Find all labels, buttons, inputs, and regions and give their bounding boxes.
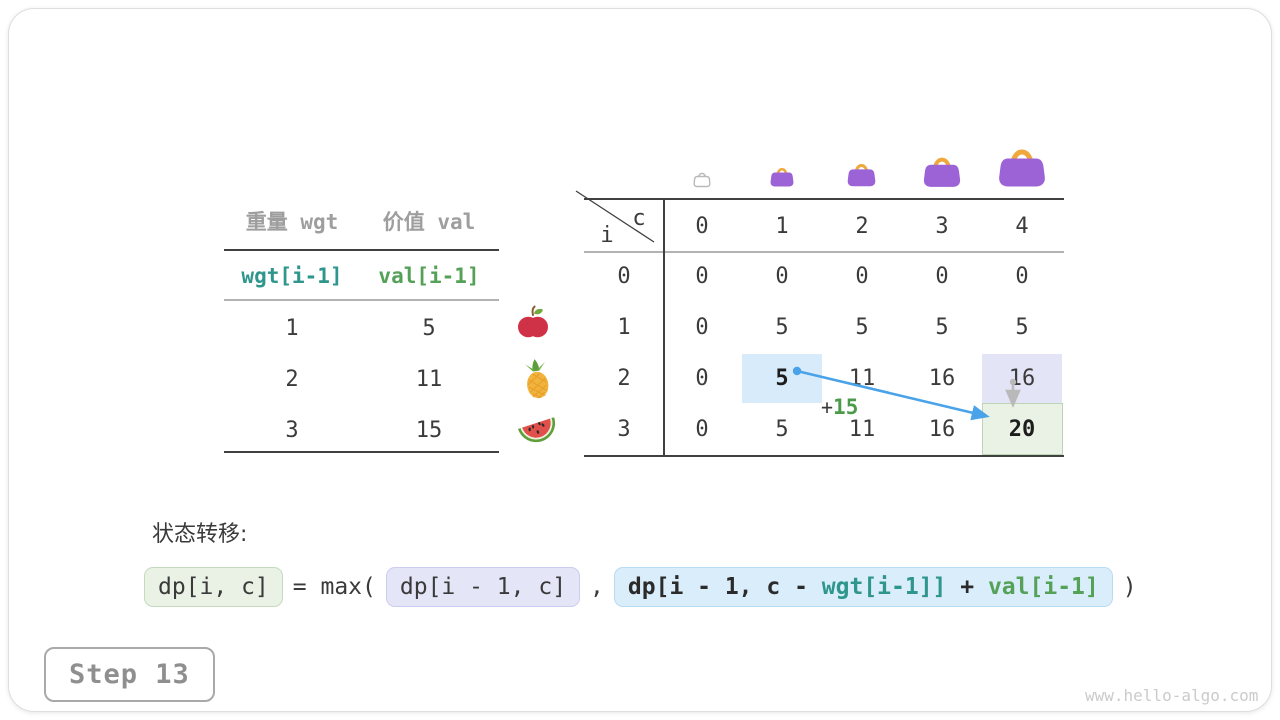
dp-col-header: 1 [775,214,789,239]
items-col-header-value: 价值 val [382,210,476,234]
apple-icon [517,305,549,341]
dp-col-header: 4 [1015,214,1029,239]
items-index-val: val[i-1] [378,264,480,288]
item-weight: 2 [285,367,299,392]
items-col-header-weight: 重量 wgt [245,210,339,234]
formula-arg2-pre: dp[i - 1, c - [627,574,822,600]
dp-row-header: 3 [617,417,631,442]
item-weight: 1 [285,316,299,341]
plus-sign: + [821,395,834,419]
dp-row-header: 0 [617,264,631,289]
dp-cell: 0 [695,315,709,340]
item-weight: 3 [285,418,299,443]
transition-label: 状态转移: [152,522,248,547]
dp-col-header: 2 [855,214,869,239]
dp-cell: 0 [775,264,789,289]
items-table-rule-mid [224,299,499,301]
dp-rule-bottom [584,455,1064,457]
item-value: 11 [415,367,443,392]
dp-corner-col-var: c [632,206,646,231]
dp-rule-under-header [584,251,1064,253]
dp-cell: 0 [935,264,949,289]
formula-eq-max: = max( [292,574,376,601]
formula-arg2-plus: + [946,574,988,600]
dp-cell: 0 [695,264,709,289]
bag-icon [847,159,876,187]
dp-cell: 5 [855,315,869,340]
step-badge: Step 13 [44,647,215,702]
formula-comma: , [590,574,604,601]
dp-corner-row-var: i [600,223,614,248]
dp-cell-result: 20 [1008,417,1036,442]
bag-icon [770,164,794,187]
dp-cell: 0 [695,366,709,391]
item-value: 15 [415,418,443,443]
dp-row-header: 1 [617,315,631,340]
transition-formula: dp[i, c] = max( dp[i - 1, c] , dp[i - 1,… [144,567,1137,608]
added-value: 15 [833,395,859,419]
transition-add-annotation: +15 [821,395,858,419]
bag-icon [923,151,961,188]
dp-cell: 0 [1015,264,1029,289]
formula-close-paren: ) [1122,574,1137,601]
items-index-wgt: wgt[i-1] [241,264,343,288]
highlight-result-cell [982,403,1063,455]
dp-cell: 5 [935,315,949,340]
items-table-rule-bottom [224,451,499,453]
canvas-card: 重量 wgt 价值 val wgt[i-1] val[i-1] 1 5 2 11… [8,8,1272,712]
bag-icon [998,141,1046,188]
formula-arg2-pill: dp[i - 1, c - wgt[i-1]] + val[i-1] [613,567,1113,608]
dp-rule-vertical [663,198,665,457]
dp-cell: 11 [848,417,876,442]
formula-arg2-wgt: wgt[i-1]] [821,574,947,600]
dp-cell-source: 5 [775,366,789,391]
formula-arg2-val: val[i-1] [987,574,1099,600]
dp-col-header: 3 [935,214,949,239]
formula-lhs-pill: dp[i, c] [144,567,283,608]
formula-arg1-pill: dp[i - 1, c] [385,567,581,608]
dp-cell: 5 [775,315,789,340]
pineapple-icon [519,357,555,401]
dp-cell: 16 [928,417,956,442]
dp-cell: 5 [775,417,789,442]
dp-cell: 0 [855,264,869,289]
watermark: www.hello-algo.com [1085,686,1259,705]
dp-cell: 5 [1015,315,1029,340]
bag-outline-icon [692,168,712,189]
dp-cell: 16 [928,366,956,391]
dp-cell-skip: 16 [1008,366,1036,391]
dp-cell: 0 [695,417,709,442]
items-table-rule-top [224,249,499,251]
item-value: 5 [422,316,436,341]
dp-row-header: 2 [617,366,631,391]
watermelon-icon [515,407,559,449]
dp-col-header: 0 [695,214,709,239]
highlight-skip-cell [982,354,1062,403]
dp-rule-top [584,198,1064,200]
